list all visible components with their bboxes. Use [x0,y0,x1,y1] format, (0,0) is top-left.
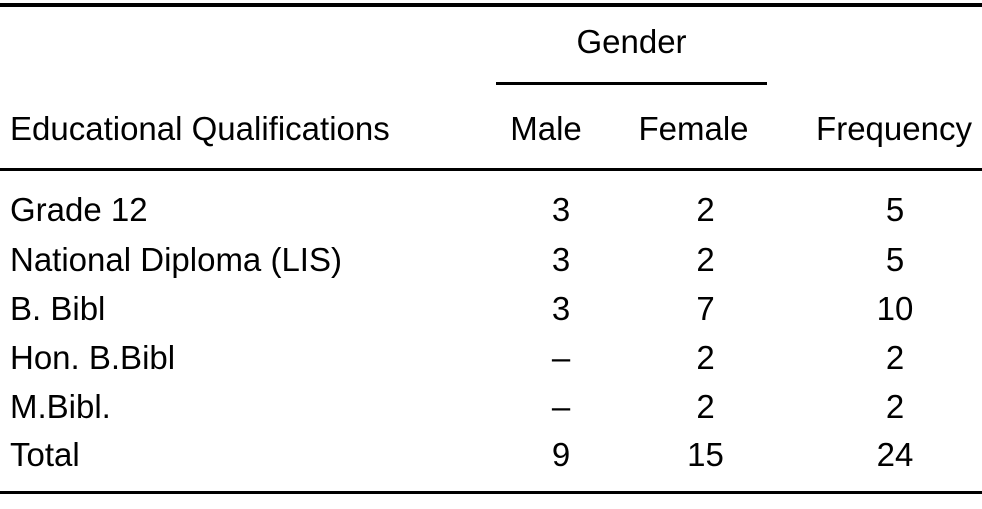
table-row: Grade 12 3 2 5 [0,169,982,235]
column-header-qualifications: Educational Qualifications [0,85,480,171]
male-cell: 3 [551,190,571,228]
female-cell: 2 [696,240,715,278]
qualification-cell: Total [10,435,80,473]
frequency-cell: 5 [885,190,905,228]
qualification-cell: M.Bibl. [10,387,111,425]
male-cell: 3 [551,240,571,278]
frequency-cell: 10 [876,289,914,327]
qualification-cell: National Diploma (LIS) [10,240,342,278]
frequency-cell: 2 [885,387,905,425]
frequency-cell: 2 [885,338,905,376]
table-row: Hon. B.Bibl – 2 2 [0,333,982,382]
qualification-cell: B. Bibl [10,289,106,327]
gender-spanner-rule: Gender [496,23,768,85]
educational-qualifications-table: Gender Educational Qualifications Male F… [0,3,982,494]
female-cell: 15 [687,435,724,473]
gender-spanner-cell: Gender [480,5,775,85]
spanner-spacer-left [0,5,480,85]
male-cell: – [551,387,571,425]
column-header-female: Female [612,85,776,171]
female-cell: 7 [696,289,715,327]
female-cell: 2 [696,338,715,376]
frequency-cell: 5 [885,240,905,278]
qualification-cell: Grade 12 [10,190,148,228]
female-cell: 2 [696,190,715,228]
qualification-cell: Hon. B.Bibl [10,338,176,376]
table-header: Gender Educational Qualifications Male F… [0,5,982,171]
table-row: National Diploma (LIS) 3 2 5 [0,235,982,284]
male-cell: 9 [551,435,571,473]
table-row: M.Bibl. – 2 2 [0,382,982,431]
frequency-cell: 24 [876,435,914,473]
column-header-row: Educational Qualifications Male Female F… [0,85,982,171]
table-row: B. Bibl 3 7 10 [0,284,982,333]
male-cell: – [551,338,571,376]
column-header-male: Male [480,85,612,171]
spanner-spacer-right [775,5,982,85]
table-body: Grade 12 3 2 5 National Diploma (LIS) 3 … [0,169,982,492]
spanner-row: Gender [0,5,982,85]
female-cell: 2 [696,387,715,425]
column-header-frequency: Frequency [775,85,982,171]
male-cell: 3 [551,289,571,327]
gender-spanner-label: Gender [576,23,687,60]
table-row-total: Total 9 15 24 [0,431,982,492]
